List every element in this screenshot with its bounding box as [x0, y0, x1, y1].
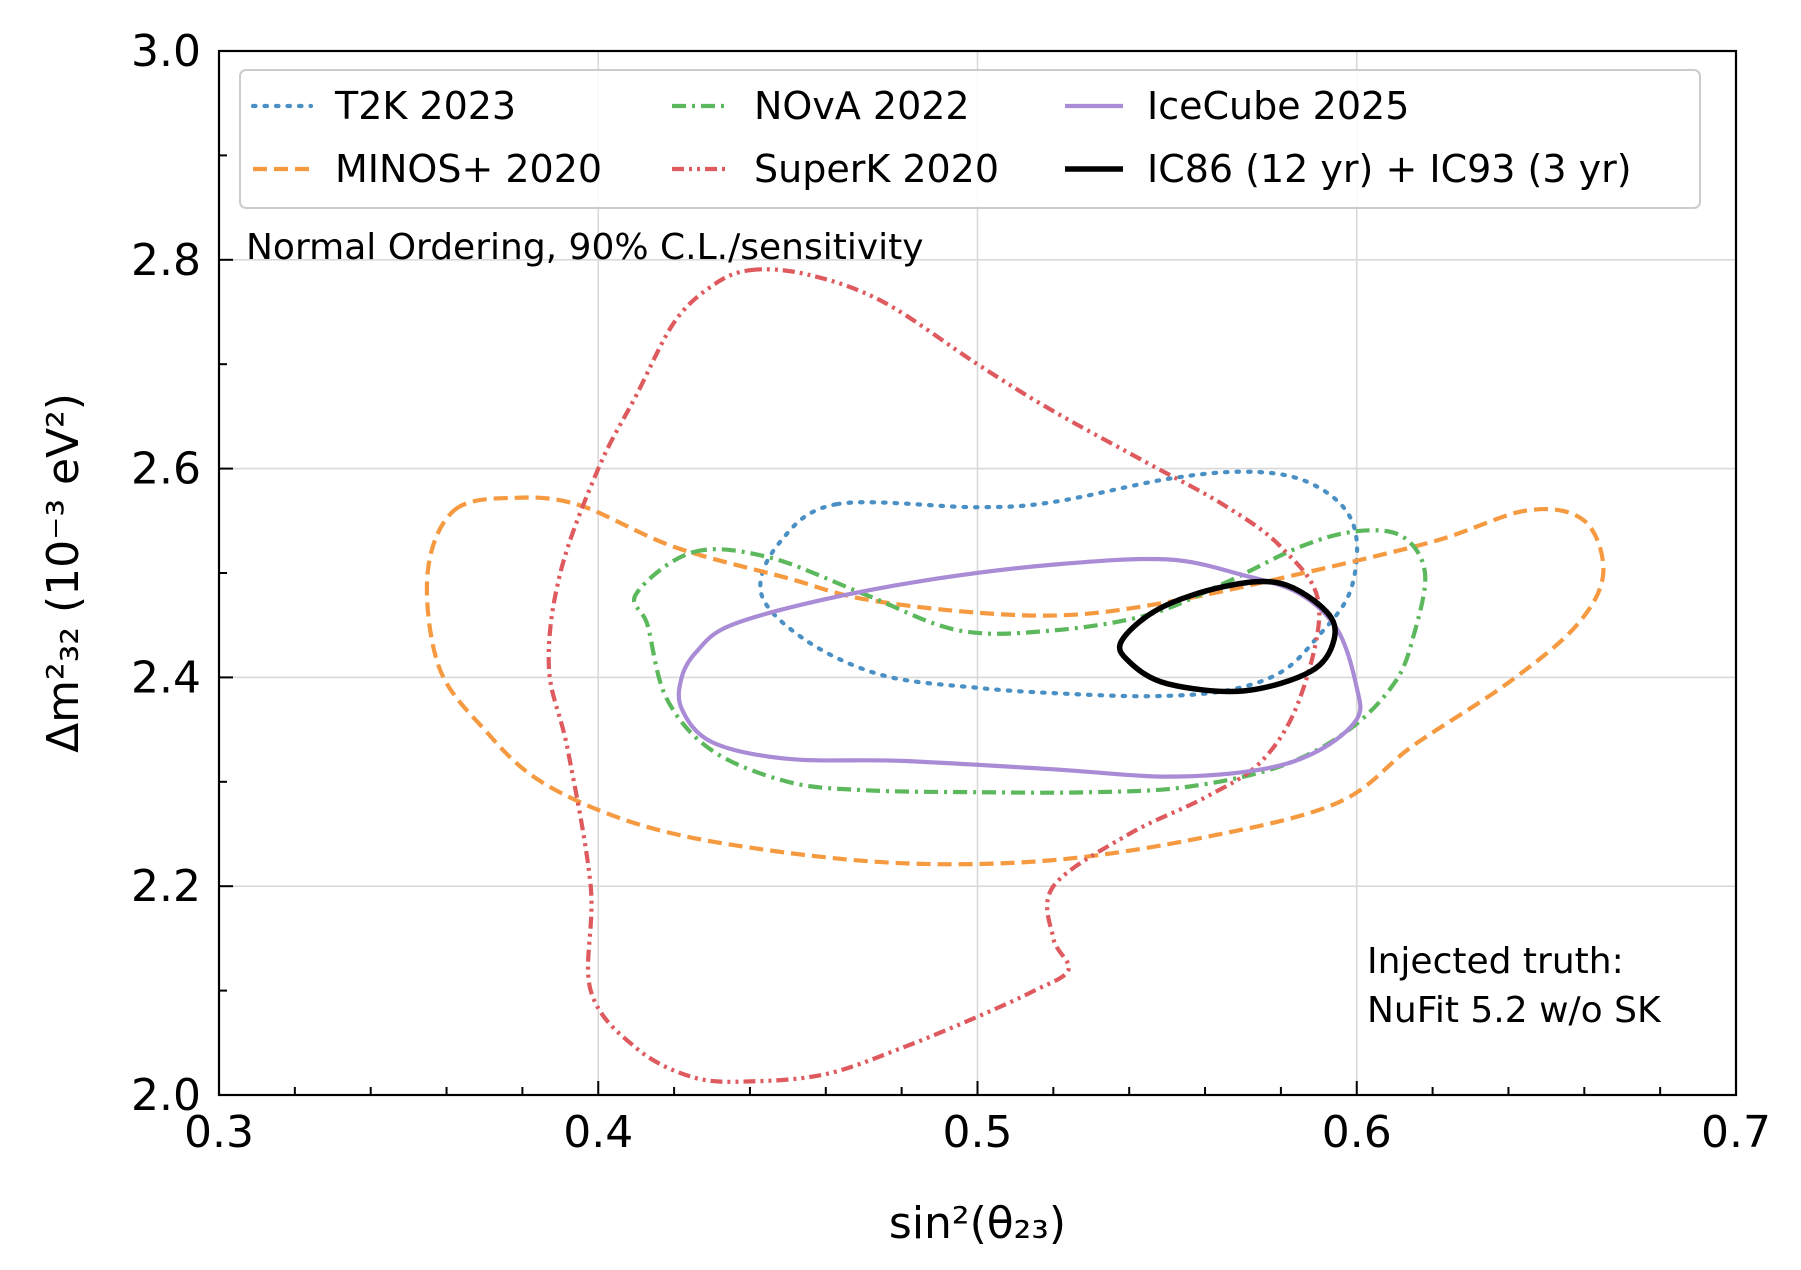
- x-tick-label: 0.6: [1322, 1107, 1392, 1158]
- legend: T2K 2023 MINOS+ 2020 NOvA 2022 SuperK 2020 I…: [239, 69, 1701, 209]
- y-tick-label: 2.0: [131, 1070, 201, 1121]
- legend-label-superk: SuperK 2020: [754, 147, 999, 191]
- y-tick-label: 2.2: [131, 861, 201, 912]
- y-tick-label: 2.6: [131, 444, 201, 495]
- legend-label-ic86: IC86 (12 yr) + IC93 (3 yr): [1147, 147, 1632, 191]
- legend-label-t2k: T2K 2023: [334, 84, 516, 128]
- contour-nova: [631, 528, 1428, 795]
- injected-truth-annotation-line-1: Injected truth:: [1367, 941, 1624, 982]
- x-tick-label: 0.3: [184, 1107, 254, 1158]
- contour-ic86: [1116, 578, 1338, 695]
- legend-box: [239, 69, 1701, 209]
- legend-label-nova: NOvA 2022: [754, 84, 970, 128]
- contour-t2k: [758, 469, 1360, 699]
- x-tick-label: 0.5: [943, 1107, 1013, 1158]
- legend-label-minos: MINOS+ 2020: [335, 147, 602, 191]
- contour-icecube: [676, 556, 1363, 779]
- legend-label-icecube: IceCube 2025: [1147, 84, 1409, 128]
- axis-ticks: [218, 50, 1737, 1096]
- tick-labels: 0.3 0.4 0.5 0.6 0.7 2.0 2.2 2.4 2.6 2.8 3.0: [131, 26, 1771, 1158]
- ordering-annotation: Normal Ordering, 90% C.L./sensitivity: [246, 227, 924, 268]
- contour-series: [424, 267, 1606, 1084]
- y-tick-label: 2.8: [131, 235, 201, 286]
- contour-superk: [546, 267, 1322, 1084]
- y-tick-label: 2.4: [131, 652, 201, 703]
- y-axis-title: Δm²₃₂ (10⁻³ eV²): [38, 393, 89, 753]
- x-tick-label: 0.4: [563, 1107, 633, 1158]
- x-tick-label: 0.7: [1701, 1107, 1771, 1158]
- injected-truth-annotation-line-2: NuFit 5.2 w/o SK: [1367, 990, 1662, 1031]
- x-axis-title: sin²(θ₂₃): [889, 1198, 1066, 1249]
- y-tick-label: 3.0: [131, 26, 201, 77]
